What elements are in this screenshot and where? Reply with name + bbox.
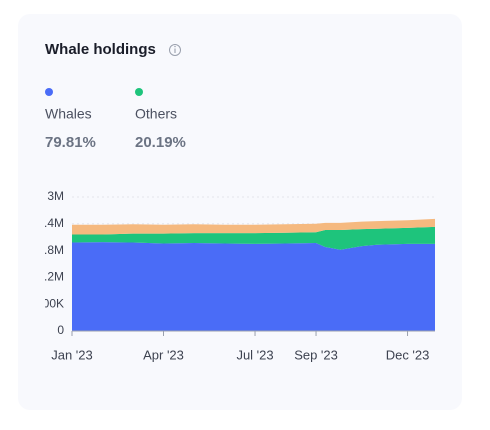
- info-icon[interactable]: [169, 44, 181, 56]
- x-tick-label: Sep '23: [294, 347, 338, 362]
- x-tick-label: Jul '23: [236, 347, 273, 362]
- y-tick-label: 3M: [47, 189, 64, 203]
- legend-dot: [135, 88, 143, 96]
- y-tick-label: 1.8M: [37, 243, 64, 257]
- y-tick-label: 1.2M: [37, 270, 64, 284]
- title: Whale holdings: [45, 41, 156, 58]
- area: [72, 226, 435, 250]
- y-axis: 0 600K 1.2M 1.8M 2.4M 3M: [36, 189, 64, 337]
- x-tick-label: Apr '23: [143, 347, 184, 362]
- plot: 0 600K 1.2M 1.8M 2.4M 3M Jan '23 Apr '23 Jul '23…: [36, 189, 435, 362]
- legend-dot: [45, 88, 53, 96]
- x-tick-label: Dec '23: [386, 347, 430, 362]
- legend-label: Whales: [45, 106, 92, 122]
- area: [72, 242, 435, 331]
- y-tick-label: 0: [57, 323, 64, 337]
- legend-label: Others: [135, 106, 177, 122]
- legend-value: 20.19%: [135, 134, 186, 151]
- y-tick-label: 600K: [36, 296, 64, 310]
- area: [72, 218, 435, 235]
- x-tick-label: Jan '23: [51, 347, 93, 362]
- legend-value: 79.81%: [45, 134, 96, 151]
- y-tick-label: 2.4M: [37, 216, 64, 230]
- legend: Whales 79.81% Others 20.19%: [45, 88, 186, 151]
